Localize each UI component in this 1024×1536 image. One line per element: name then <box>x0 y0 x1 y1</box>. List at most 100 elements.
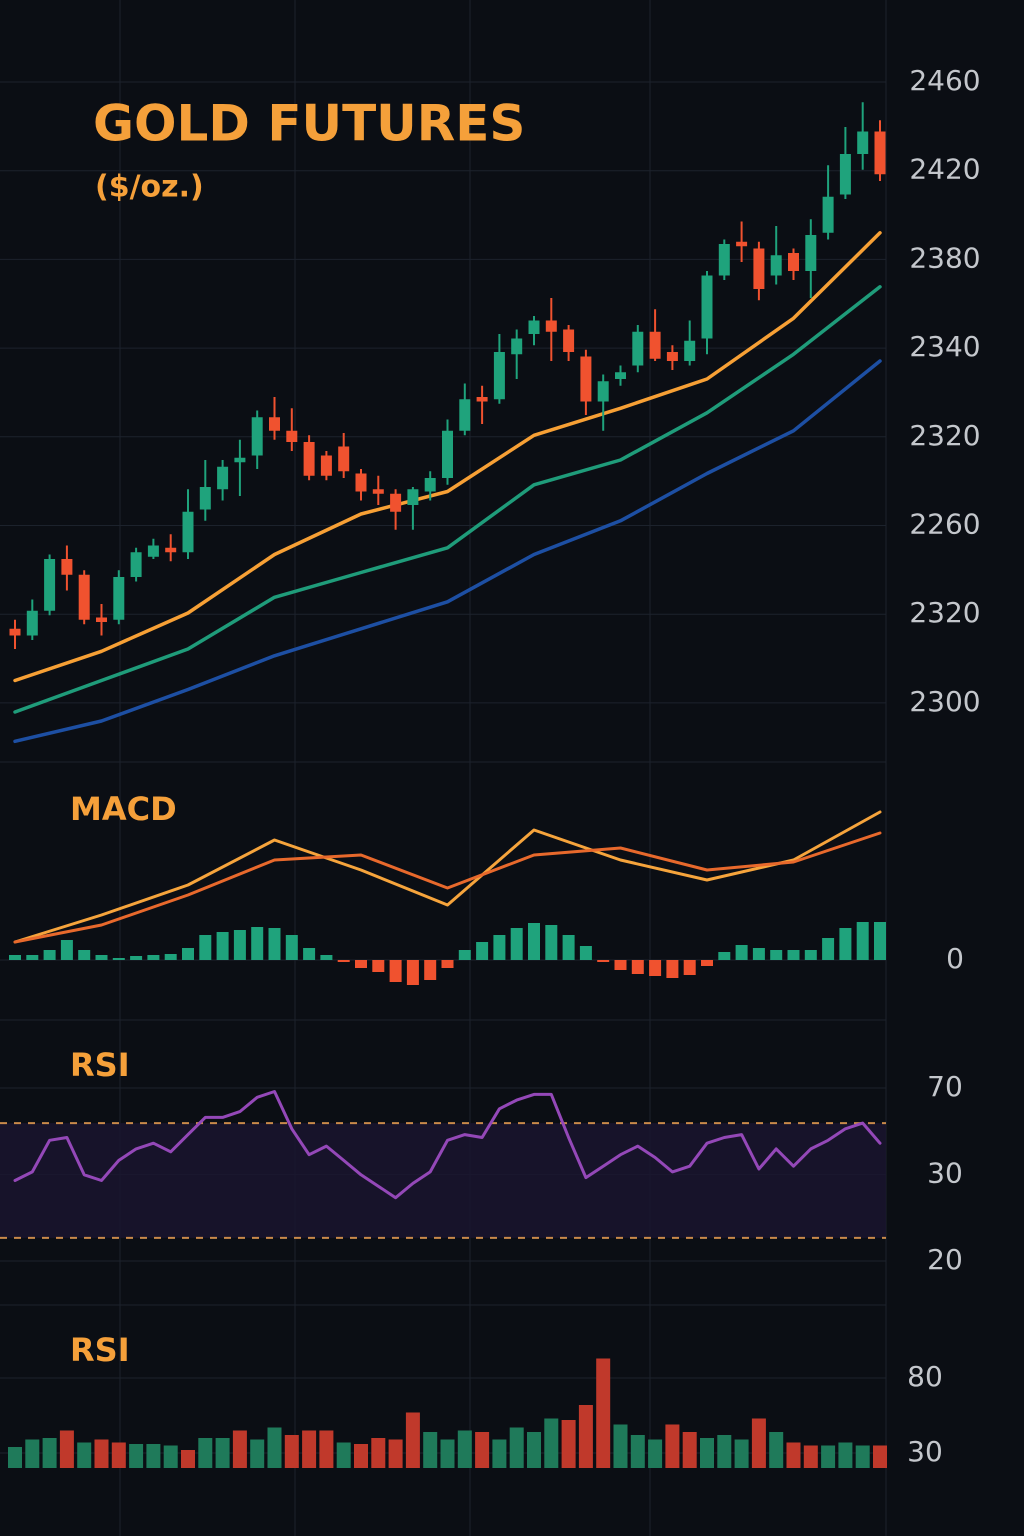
volume-bar <box>544 1418 559 1468</box>
volume-bar <box>250 1439 265 1468</box>
line-series <box>13 231 882 683</box>
volume-bar <box>527 1432 541 1468</box>
line-series <box>13 810 882 944</box>
y-tick-label: 0 <box>946 942 964 975</box>
y-tick-label: 80 <box>907 1360 943 1393</box>
candle-body <box>874 131 886 175</box>
histogram-bar <box>839 928 852 960</box>
candle-body <box>753 248 765 289</box>
volume-bar <box>561 1420 576 1468</box>
histogram-bar <box>510 928 523 960</box>
line-series <box>13 831 882 944</box>
candle-body <box>649 331 661 359</box>
candle-body <box>96 617 107 622</box>
candle-body <box>303 442 315 476</box>
y-tick-label: 70 <box>927 1070 963 1103</box>
candle-body <box>632 331 644 366</box>
histogram-bar <box>597 960 610 962</box>
y-tick-label: 2460 <box>909 64 980 97</box>
y-tick-label: 2300 <box>909 685 980 718</box>
candle-body <box>320 455 332 476</box>
candle-body <box>390 493 402 512</box>
panel-title: RSI <box>70 1331 130 1369</box>
histogram-bar <box>579 946 592 960</box>
candle-body <box>407 489 419 505</box>
volume-bar <box>371 1438 386 1468</box>
volume-bar <box>492 1439 507 1468</box>
volume-bar <box>111 1442 126 1468</box>
vertical-grid <box>0 0 887 1536</box>
volume-bar <box>648 1439 663 1468</box>
chart-title: GOLD FUTURES <box>93 95 525 153</box>
volume-bar <box>146 1444 161 1468</box>
histogram-bar <box>355 960 367 968</box>
candle-body <box>805 235 817 271</box>
volume-bar <box>354 1444 368 1468</box>
candle-body <box>736 241 748 247</box>
volume-bar <box>94 1439 109 1468</box>
histogram-bar <box>406 960 419 985</box>
candle-body <box>857 131 869 154</box>
volume-bar <box>77 1442 92 1468</box>
candle-body <box>563 329 575 352</box>
candle-body <box>78 574 90 620</box>
y-tick-label: 30 <box>907 1435 943 1468</box>
histogram-bar <box>9 955 21 960</box>
histogram-bar <box>424 960 437 980</box>
histogram-bar <box>441 960 454 968</box>
candle-body <box>424 478 436 492</box>
histogram-bar <box>78 950 91 960</box>
y-tick-label: 2420 <box>909 153 980 186</box>
candle-body <box>217 466 229 490</box>
candle-body <box>718 244 730 276</box>
histogram-bar <box>43 950 56 960</box>
candle-body <box>165 547 177 553</box>
candle-body <box>666 352 678 361</box>
histogram-bar <box>701 960 713 966</box>
histogram-bar <box>233 930 246 960</box>
histogram-bar <box>372 960 385 972</box>
histogram-bar <box>735 945 748 960</box>
histogram-bar <box>285 935 298 960</box>
y-tick-label: 2320 <box>909 419 980 452</box>
candle-body <box>338 446 350 472</box>
histogram-bar <box>251 927 264 960</box>
volume-bar <box>267 1427 282 1468</box>
panel-title: MACD <box>70 790 177 828</box>
histogram-bar <box>95 955 108 960</box>
candle-body <box>839 154 851 195</box>
volume-bar <box>336 1442 351 1468</box>
volume-bar <box>838 1442 853 1468</box>
volume-bar <box>873 1445 887 1468</box>
candle-body <box>26 610 38 636</box>
volume-bar <box>423 1432 438 1468</box>
volume-bar <box>596 1358 611 1468</box>
candle-body <box>113 577 125 620</box>
candle-body <box>182 511 194 553</box>
histogram-bar <box>804 950 817 960</box>
histogram-bar <box>787 950 800 960</box>
volume-bar <box>769 1432 784 1468</box>
volume-bar <box>855 1445 870 1468</box>
volume-bar <box>613 1424 628 1468</box>
volume-bar <box>700 1438 714 1468</box>
histogram-bar <box>856 922 869 960</box>
histogram-bar <box>528 923 540 960</box>
candle-body <box>701 275 713 339</box>
histogram-bar <box>770 950 783 960</box>
y-tick-label: 2320 <box>909 596 980 629</box>
histogram-bar <box>182 948 194 960</box>
histogram-bar <box>60 940 73 960</box>
histogram-bar <box>545 925 558 960</box>
volume-bar <box>665 1424 680 1468</box>
volume-bar <box>302 1430 317 1468</box>
volume-bar <box>8 1447 22 1468</box>
volume-bar <box>457 1430 472 1468</box>
candle-body <box>199 487 211 510</box>
volume-bar <box>215 1438 230 1468</box>
volume-bar <box>319 1430 334 1468</box>
volume-bar <box>232 1430 247 1468</box>
